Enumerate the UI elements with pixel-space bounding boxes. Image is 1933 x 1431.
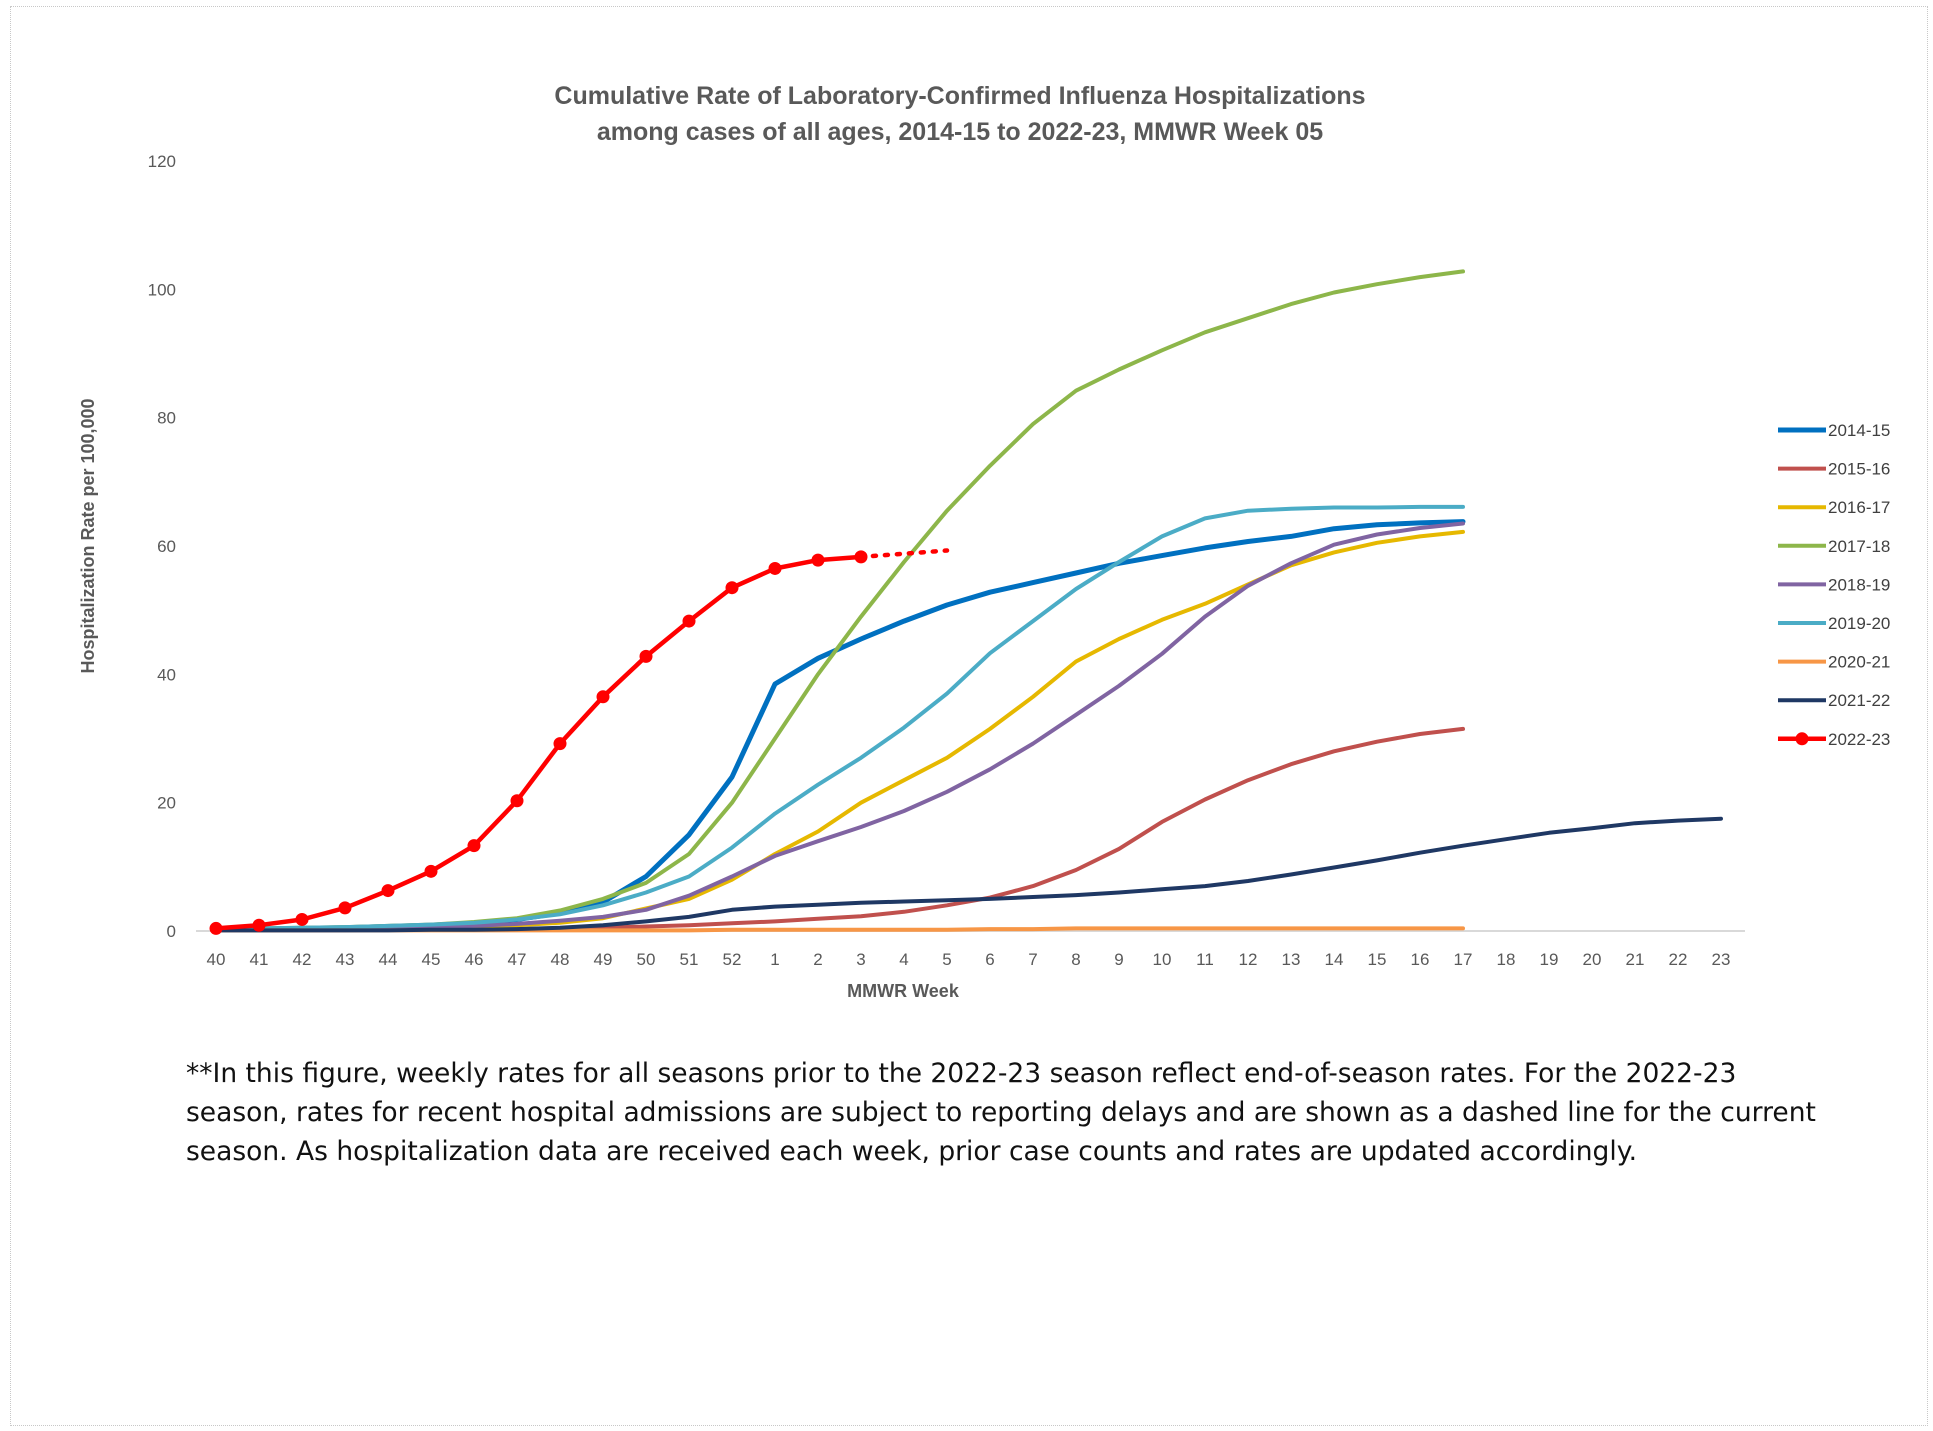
y-tick-label: 40: [157, 665, 176, 684]
x-tick-label: 1: [770, 950, 779, 969]
legend-label: 2022-23: [1828, 730, 1890, 749]
legend-label: 2015-16: [1828, 460, 1890, 479]
series-line-2016-17: [214, 529, 1465, 932]
x-tick-label: 15: [1368, 950, 1387, 969]
y-axis-ticks: 0 20 40 60 80 100 120: [148, 152, 176, 941]
data-point-2022-23: [252, 918, 266, 932]
legend-label: 2021-22: [1828, 691, 1890, 710]
y-tick-label: 0: [167, 922, 176, 941]
data-point-2022-23: [596, 690, 610, 704]
y-tick-label: 100: [148, 280, 176, 299]
x-tick-label: 51: [680, 950, 699, 969]
data-point-2022-23: [725, 581, 739, 595]
series-line-2014-15: [213, 519, 1466, 932]
x-tick-label: 4: [899, 950, 908, 969]
x-tick-label: 49: [594, 950, 613, 969]
legend-label: 2018-19: [1828, 575, 1890, 594]
data-point-2022-23: [682, 614, 696, 628]
data-point-2022-23: [768, 561, 782, 575]
x-tick-label: 16: [1411, 950, 1430, 969]
x-tick-label: 8: [1071, 950, 1080, 969]
legend-marker: [1795, 732, 1809, 746]
data-point-2022-23: [811, 553, 825, 567]
legend-label: 2020-21: [1828, 653, 1890, 672]
data-point-2022-23: [424, 864, 438, 878]
x-tick-label: 23: [1712, 950, 1731, 969]
x-tick-label: 13: [1282, 950, 1301, 969]
legend-label: 2016-17: [1828, 498, 1890, 517]
y-tick-label: 60: [157, 537, 176, 556]
x-tick-label: 50: [637, 950, 656, 969]
x-tick-label: 17: [1454, 950, 1473, 969]
series-line-2018-19: [214, 521, 1465, 932]
series-layer: [209, 269, 1723, 935]
y-tick-label: 120: [148, 152, 176, 171]
x-tick-label: 3: [856, 950, 865, 969]
x-tick-label: 7: [1028, 950, 1037, 969]
x-tick-label: 52: [723, 950, 742, 969]
legend: 2014-15 2015-16 2016-17 2017-18 2018-19 2019-…: [1778, 421, 1890, 749]
chart-title-line-1: Cumulative Rate of Laboratory-Confirmed …: [554, 82, 1365, 110]
x-tick-label: 47: [508, 950, 527, 969]
data-point-2022-23: [639, 649, 653, 663]
series-dashed-2022-23: [858, 548, 950, 560]
data-point-2022-23: [854, 550, 868, 564]
series-line-2021-22: [214, 816, 1723, 933]
legend-label: 2017-18: [1828, 537, 1890, 556]
x-tick-label: 2: [813, 950, 822, 969]
x-tick-label: 44: [379, 950, 398, 969]
x-tick-label: 6: [985, 950, 994, 969]
x-tick-label: 10: [1153, 950, 1172, 969]
legend-label: 2014-15: [1828, 421, 1890, 440]
legend-label: 2019-20: [1828, 614, 1890, 633]
series-line-2022-23: [213, 554, 864, 931]
x-tick-label: 19: [1540, 950, 1559, 969]
y-tick-label: 20: [157, 794, 176, 813]
chart-title-line-2: among cases of all ages, 2014-15 to 2022…: [597, 118, 1323, 146]
x-tick-label: 46: [465, 950, 484, 969]
x-tick-label: 18: [1497, 950, 1516, 969]
x-tick-label: 12: [1239, 950, 1258, 969]
x-tick-label: 41: [250, 950, 269, 969]
series-line-2019-20: [214, 504, 1465, 932]
data-point-2022-23: [295, 912, 309, 926]
line-chart: Cumulative Rate of Laboratory-Confirmed …: [78, 82, 1890, 1001]
x-tick-label: 20: [1583, 950, 1602, 969]
data-point-2022-23: [553, 737, 567, 751]
x-tick-label: 45: [422, 950, 441, 969]
data-point-2022-23: [510, 794, 524, 808]
data-point-2022-23: [338, 901, 352, 915]
y-axis-title: Hospitalization Rate per 100,000: [78, 398, 98, 673]
x-tick-label: 43: [336, 950, 355, 969]
x-tick-label: 40: [207, 950, 226, 969]
x-axis-title: MMWR Week: [847, 981, 960, 1001]
x-tick-label: 9: [1114, 950, 1123, 969]
data-point-2022-23: [381, 884, 395, 898]
x-tick-label: 48: [551, 950, 570, 969]
x-tick-label: 21: [1626, 950, 1645, 969]
series-line-2017-18: [214, 269, 1465, 932]
y-tick-label: 80: [157, 409, 176, 428]
figure-frame: [10, 6, 1928, 1426]
data-point-2022-23: [467, 839, 481, 853]
series-line-2015-16: [214, 726, 1465, 933]
data-point-2022-23: [209, 921, 223, 935]
x-tick-label: 14: [1325, 950, 1344, 969]
x-tick-label: 5: [942, 950, 951, 969]
x-tick-label: 42: [293, 950, 312, 969]
x-tick-label: 22: [1669, 950, 1688, 969]
x-tick-label: 11: [1196, 950, 1214, 969]
footnote: **In this figure, weekly rates for all s…: [186, 1058, 1816, 1167]
x-axis-ticks: 40 41 42 43 44 45 46 47 48 49 50 51 52 1 2 3 4 5 6 7 8 9 10 11 1…: [207, 950, 1731, 969]
